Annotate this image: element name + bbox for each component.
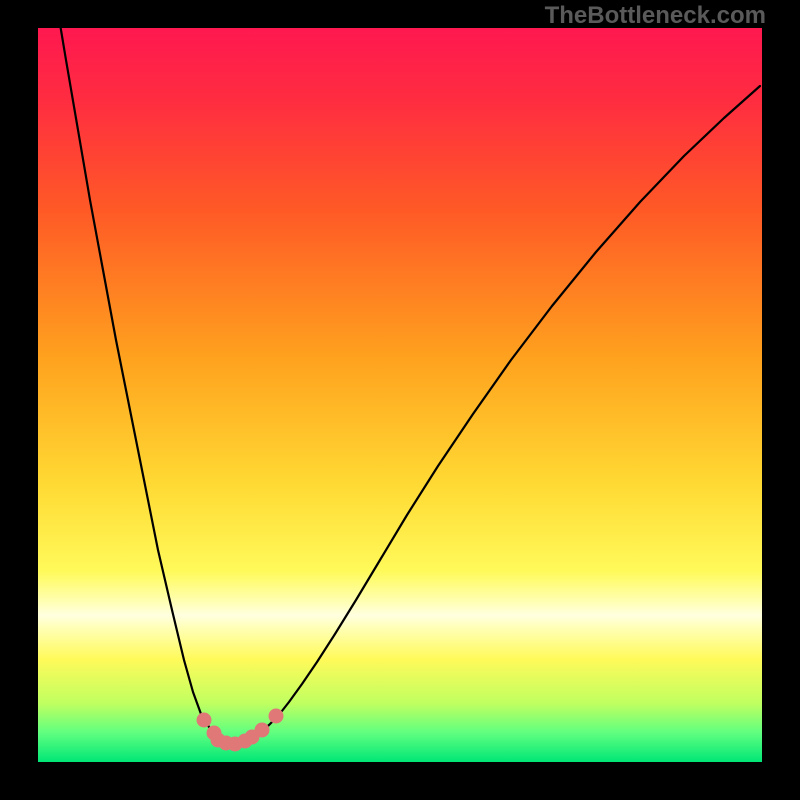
curve-marker bbox=[255, 723, 270, 738]
bottleneck-curve bbox=[53, 28, 760, 742]
plot-area bbox=[38, 28, 762, 762]
plot-svg bbox=[38, 28, 762, 762]
marker-group bbox=[197, 709, 284, 752]
stage: TheBottleneck.com bbox=[0, 0, 800, 800]
curve-marker bbox=[269, 709, 284, 724]
watermark-text: TheBottleneck.com bbox=[545, 2, 766, 30]
curve-marker bbox=[197, 713, 212, 728]
